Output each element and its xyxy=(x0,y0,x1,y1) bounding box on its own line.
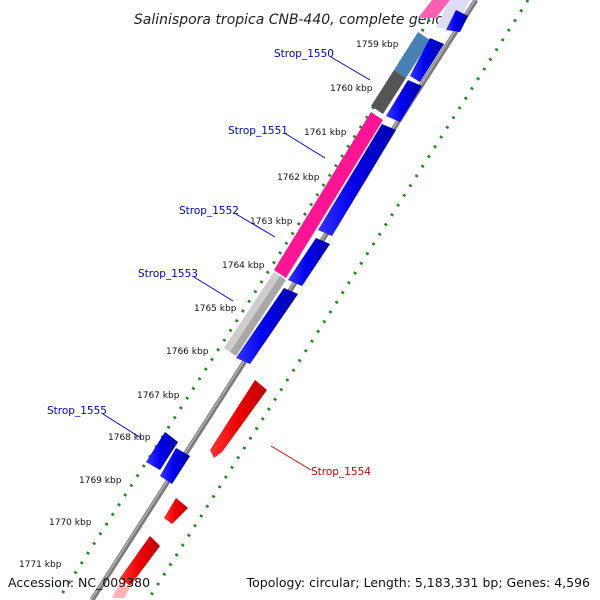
leader-line-strop-1553 xyxy=(193,276,234,302)
gene-reverse-bottom xyxy=(120,536,160,586)
gene-forward-strop-1551 xyxy=(318,124,396,236)
tick-label: 1770 kbp xyxy=(49,518,92,528)
gene-reverse-strop-1554 xyxy=(210,380,267,458)
tick-label: 1763 kbp xyxy=(250,217,293,227)
gene-highlight-dark xyxy=(371,70,406,114)
gene-forward-2 xyxy=(386,80,422,122)
tick-label: 1766 kbp xyxy=(166,347,209,357)
gene-label-strop-1552[interactable]: Strop_1552 xyxy=(179,205,239,217)
gene-highlight-strop-1551 xyxy=(274,112,383,278)
leader-line-strop-1550 xyxy=(330,56,371,81)
tick-label: 1767 kbp xyxy=(137,391,180,401)
map-title: Salinispora tropica CNB-440, complete ge… xyxy=(134,12,466,28)
tick-label: 1771 kbp xyxy=(19,560,62,570)
gene-forward-1 xyxy=(410,38,444,82)
leader-line-strop-1552 xyxy=(235,213,276,238)
gene-forward-strop-1552 xyxy=(288,238,330,286)
tick-label: 1765 kbp xyxy=(194,304,237,314)
gene-forward-strop-1555-a xyxy=(146,432,178,470)
gene-highlight-top-light xyxy=(436,0,470,28)
tick-label: 1761 kbp xyxy=(304,128,347,138)
gene-label-strop-1550[interactable]: Strop_1550 xyxy=(274,48,334,60)
tick-label: 1762 kbp xyxy=(277,173,320,183)
leader-line-strop-1551 xyxy=(285,133,326,159)
gene-label-strop-1554[interactable]: Strop_1554 xyxy=(311,466,371,478)
gene-highlight-strop-1553-shade xyxy=(230,276,286,356)
tick-label: 1764 kbp xyxy=(222,261,265,271)
tick-label: 1769 kbp xyxy=(79,476,122,486)
gene-label-strop-1551[interactable]: Strop_1551 xyxy=(228,125,288,137)
gene-reverse-small xyxy=(164,498,188,524)
gene-label-strop-1555[interactable]: Strop_1555 xyxy=(47,405,107,417)
gene-label-strop-1553[interactable]: Strop_1553 xyxy=(138,268,198,280)
leader-line-strop-1554 xyxy=(270,445,312,471)
topology-text: Topology: circular; Length: 5,183,331 bp… xyxy=(246,575,590,590)
tick-label: 1759 kbp xyxy=(356,40,399,50)
gene-forward-strop-1555-b xyxy=(160,448,190,484)
gene-forward-strop-1553 xyxy=(236,288,298,364)
gene-highlight-steel xyxy=(394,32,430,78)
leader-line-strop-1555 xyxy=(102,413,142,439)
tick-label: 1760 kbp xyxy=(330,84,373,94)
tick-label: 1768 kbp xyxy=(108,433,151,443)
accession-text: Accession: NC_009380 xyxy=(8,575,150,590)
gene-forward-top xyxy=(446,10,468,32)
gene-reverse-bottom-light xyxy=(112,582,130,598)
tick-labels: 1759 kbp 1760 kbp 1761 kbp 1762 kbp 1763… xyxy=(19,40,399,570)
gene-highlight-top-pink xyxy=(418,0,450,18)
